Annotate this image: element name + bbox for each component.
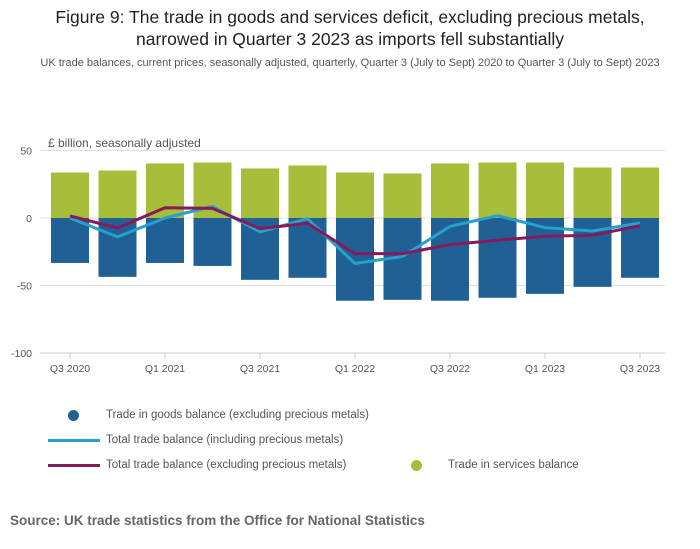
x-tick-label: Q1 2021 xyxy=(145,363,185,375)
chart: £ billion, seasonally adjusted 50 0 -50 -100… xyxy=(11,136,665,375)
services-bar xyxy=(146,163,184,218)
services-bar xyxy=(51,172,89,218)
y-tick-label: -100 xyxy=(11,348,32,360)
goods-bar xyxy=(193,218,232,266)
goods-bar xyxy=(146,218,184,263)
services-bar xyxy=(573,167,612,218)
services-bar xyxy=(383,173,422,218)
x-tick-label: Q3 2022 xyxy=(430,363,470,375)
legend-goods-marker xyxy=(68,410,79,421)
goods-bar xyxy=(431,218,469,301)
services-bar xyxy=(98,170,137,218)
chart-header: Figure 9: The trade in goods and service… xyxy=(0,6,700,71)
services-bar xyxy=(621,167,659,218)
x-tick-label: Q3 2021 xyxy=(240,363,280,375)
title-line-2: narrowed in Quarter 3 2023 as imports fe… xyxy=(136,29,564,49)
goods-bar xyxy=(51,218,89,263)
x-tick-label: Q3 2020 xyxy=(50,363,90,375)
y-tick-label: 0 xyxy=(26,213,32,225)
title-line-1: Figure 9: The trade in goods and service… xyxy=(55,7,645,27)
goods-bar xyxy=(526,218,564,294)
legend-services-label: Trade in services balance xyxy=(448,459,579,471)
services-bar xyxy=(431,163,469,218)
services-bar xyxy=(336,172,374,218)
services-bar xyxy=(478,162,517,218)
chart-subtitle: UK trade balances, current prices, seaso… xyxy=(40,57,660,69)
goods-bar xyxy=(288,218,327,278)
legend-total-incl-marker xyxy=(48,439,100,442)
legend-goods-label: Trade in goods balance (excluding precio… xyxy=(106,409,369,421)
x-tick-label: Q1 2023 xyxy=(525,363,565,375)
x-tick-label: Q1 2022 xyxy=(335,363,375,375)
legend-total-incl-label: Total trade balance (including precious … xyxy=(106,434,344,446)
x-tick-label: Q3 2023 xyxy=(620,363,660,375)
goods-bar xyxy=(478,218,517,298)
services-bar xyxy=(288,165,327,218)
chart-title: Figure 9: The trade in goods and service… xyxy=(4,6,696,50)
services-bar xyxy=(241,168,279,218)
y-tick-label: -50 xyxy=(17,281,32,293)
legend-total-excl-label: Total trade balance (excluding precious … xyxy=(106,459,347,471)
source-note: Source: UK trade statistics from the Off… xyxy=(10,513,425,528)
services-bar xyxy=(526,162,564,218)
y-axis-label: £ billion, seasonally adjusted xyxy=(48,136,201,150)
goods-bar xyxy=(336,218,374,301)
y-tick-label: 50 xyxy=(20,146,32,158)
legend-total-excl-marker xyxy=(48,464,100,467)
legend-services-marker xyxy=(411,460,422,471)
